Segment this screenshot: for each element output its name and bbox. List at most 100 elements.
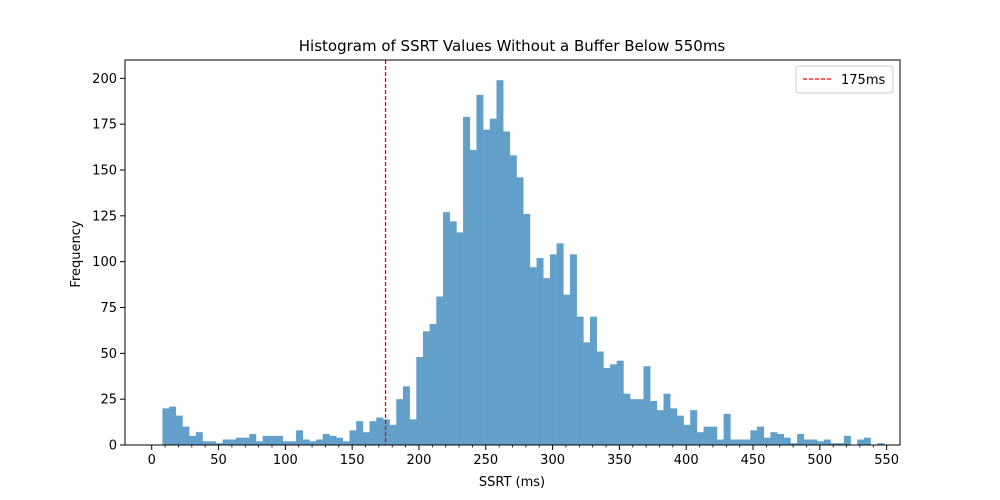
- histogram-bar: [262, 435, 270, 445]
- x-tick-label: 350: [607, 453, 632, 468]
- histogram-bar: [349, 430, 357, 445]
- histogram-bar: [736, 439, 744, 445]
- histogram-bar: [296, 430, 304, 445]
- histogram-bar: [777, 434, 785, 445]
- histogram-bar: [576, 316, 584, 445]
- histogram-bar: [790, 443, 798, 445]
- histogram-bar: [409, 419, 417, 445]
- histogram-bar: [643, 366, 651, 445]
- histogram-bar: [549, 254, 557, 445]
- y-ticks: 0 25 50 75 100 125 150 175 200: [92, 72, 125, 454]
- histogram-bar: [342, 441, 350, 445]
- histogram-bar: [810, 439, 818, 445]
- histogram-bar: [329, 435, 337, 445]
- histogram-bar: [309, 441, 317, 445]
- histogram-bar: [763, 437, 771, 445]
- histogram-bar: [202, 441, 210, 445]
- histogram-bar: [362, 432, 370, 445]
- histogram-bar: [710, 426, 718, 445]
- histogram-bar: [743, 439, 751, 445]
- histogram-bar: [289, 441, 297, 445]
- chart-title: Histogram of SSRT Values Without a Buffe…: [299, 37, 726, 55]
- x-tick-label: 250: [473, 453, 498, 468]
- histogram-bar: [189, 435, 197, 445]
- histogram-bar: [429, 324, 437, 445]
- x-tick-label: 300: [540, 453, 565, 468]
- histogram-bar: [396, 399, 404, 445]
- y-tick-label: 125: [92, 209, 117, 224]
- y-tick-label: 175: [92, 118, 117, 133]
- histogram-bars: [162, 80, 885, 446]
- histogram-bar: [757, 426, 765, 445]
- histogram-bar: [503, 131, 511, 445]
- histogram-bar: [269, 435, 277, 445]
- histogram-bar: [663, 393, 671, 445]
- y-tick-label: 200: [92, 72, 117, 87]
- x-tick-label: 0: [148, 453, 156, 468]
- histogram-bar: [449, 221, 457, 445]
- histogram-bar: [336, 437, 344, 445]
- histogram-bar: [222, 439, 230, 445]
- histogram-bar: [670, 408, 678, 445]
- histogram-bar: [877, 443, 885, 445]
- histogram-bar: [523, 214, 531, 445]
- histogram-bar: [489, 118, 497, 446]
- histogram-bar: [302, 439, 310, 445]
- histogram-bar: [797, 434, 805, 445]
- histogram-bar: [823, 439, 831, 445]
- histogram-bar: [590, 316, 597, 445]
- histogram-bar: [422, 331, 430, 445]
- y-tick-label: 0: [109, 439, 117, 454]
- histogram-bar: [636, 399, 644, 445]
- histogram-bar: [322, 434, 330, 445]
- histogram-bar: [162, 408, 170, 445]
- histogram-bar: [623, 393, 631, 445]
- histogram-bar: [215, 443, 223, 445]
- histogram-bar: [235, 437, 243, 445]
- histogram-bar: [369, 421, 377, 445]
- x-tick-label: 400: [674, 453, 699, 468]
- histogram-bar: [356, 421, 364, 445]
- y-tick-label: 25: [100, 393, 117, 408]
- histogram-bar: [563, 294, 571, 445]
- histogram-bar: [389, 424, 397, 445]
- histogram-bar: [723, 413, 731, 445]
- histogram-bar: [255, 441, 263, 445]
- x-tick-label: 150: [340, 453, 365, 468]
- histogram-bar: [630, 399, 638, 445]
- histogram-bar: [316, 439, 324, 445]
- y-tick-label: 75: [100, 301, 117, 316]
- legend-label: 175ms: [841, 73, 885, 88]
- x-ticks: 0 50 100 150 200 250 300 350 400 450 500 550: [148, 445, 899, 468]
- y-axis-label: Frequency: [69, 220, 84, 287]
- histogram-bar: [803, 439, 811, 445]
- histogram-bar: [382, 419, 390, 445]
- histogram-bar: [416, 357, 424, 445]
- y-tick-label: 50: [100, 347, 117, 362]
- histogram-bar: [496, 80, 504, 446]
- histogram-bar: [543, 278, 551, 445]
- x-tick-label: 200: [407, 453, 432, 468]
- histogram-bar: [750, 430, 758, 445]
- x-tick-label: 450: [741, 453, 766, 468]
- x-tick-label: 500: [807, 453, 832, 468]
- histogram-bar: [656, 410, 664, 445]
- legend: 175ms: [795, 65, 894, 94]
- histogram-bar: [716, 439, 724, 445]
- histogram-bar: [556, 243, 564, 445]
- histogram-bar: [376, 417, 384, 445]
- histogram-bar: [830, 443, 838, 445]
- x-tick-label: 50: [210, 453, 227, 468]
- histogram-bar: [275, 435, 283, 445]
- histogram-bar: [843, 435, 851, 445]
- histogram-bar: [863, 437, 871, 445]
- histogram-bar: [690, 410, 698, 445]
- histogram-bar: [529, 267, 537, 445]
- histogram-bar: [616, 360, 624, 445]
- histogram-bar: [175, 415, 183, 445]
- histogram-bar: [169, 406, 177, 445]
- histogram-bar: [603, 368, 611, 445]
- histogram-bar: [436, 296, 444, 445]
- histogram-bar: [683, 424, 691, 445]
